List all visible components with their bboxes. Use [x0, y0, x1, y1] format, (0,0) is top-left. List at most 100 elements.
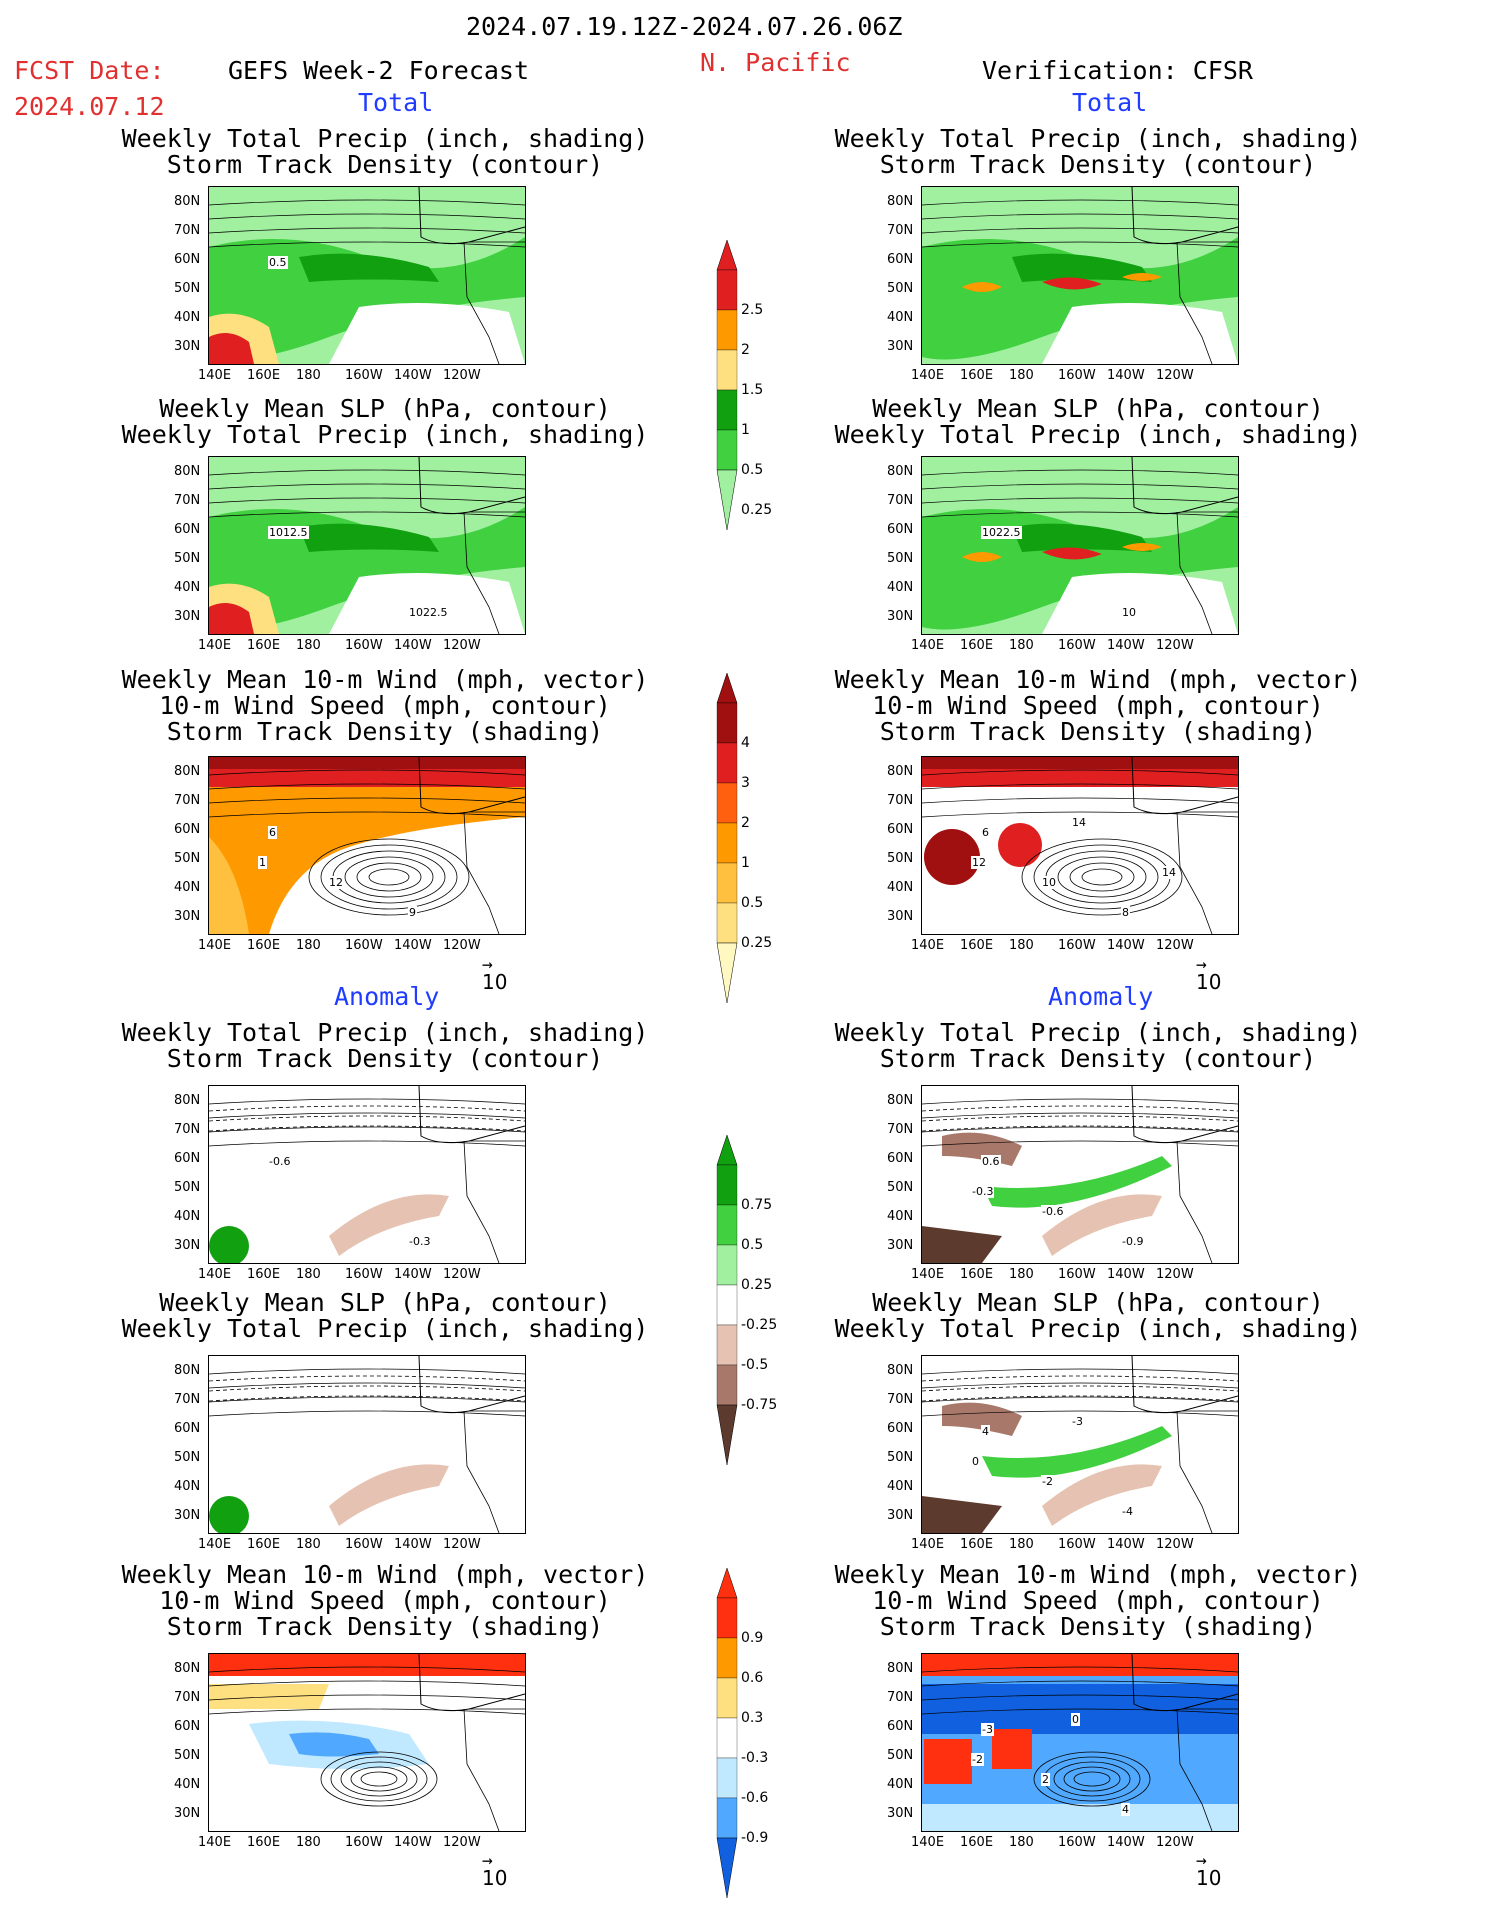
lon-tick-label: 160E: [960, 638, 994, 653]
lon-tick-label: 120W: [1156, 1835, 1194, 1850]
colorbar-tick-label: -0.6: [741, 1790, 769, 1806]
lat-tick-label: 40N: [174, 880, 201, 895]
contour-label: 14: [1161, 866, 1177, 879]
lon-tick-label: 140W: [394, 1267, 432, 1282]
lat-tick-label: 70N: [887, 223, 914, 238]
panel-title-l4: Weekly Total Precip (inch, shading) Storm…: [121, 1018, 649, 1073]
lat-tick-label: 80N: [174, 1363, 201, 1378]
lat-tick-label: 40N: [174, 580, 201, 595]
vector-ref-l-total: → 10: [482, 954, 508, 995]
map-canvas: [209, 1086, 525, 1263]
map-panel-r3: [921, 756, 1239, 935]
lon-tick-label: 180: [296, 1267, 321, 1282]
lon-tick-label: 160W: [1058, 938, 1096, 953]
map-canvas: [922, 187, 1238, 364]
colorbar-tick-label: 2: [741, 815, 750, 831]
panel-title-r2: Weekly Mean SLP (hPa, contour) Weekly Tot…: [834, 394, 1362, 449]
lat-tick-label: 80N: [887, 464, 914, 479]
map-canvas: [922, 1086, 1238, 1263]
vector-ref-r-anom: → 10: [1196, 1850, 1222, 1891]
lat-tick-label: 30N: [887, 1508, 914, 1523]
lon-tick-label: 140W: [1107, 938, 1145, 953]
lon-tick-label: 160E: [960, 938, 994, 953]
lat-tick-label: 70N: [887, 1690, 914, 1705]
lon-tick-label: 160E: [247, 938, 281, 953]
colorbar-tick-label: 0.5: [741, 1237, 764, 1253]
colorbar-tick-label: 0.25: [741, 1277, 773, 1293]
contour-label: 1: [258, 856, 267, 869]
lon-tick-label: 160W: [345, 368, 383, 383]
map-canvas: [209, 1356, 525, 1533]
panel-title-r4: Weekly Total Precip (inch, shading) Storm…: [834, 1018, 1362, 1073]
lat-tick-label: 30N: [887, 909, 914, 924]
lon-tick-label: 120W: [1156, 938, 1194, 953]
colorbar-precip_anom: [715, 1134, 739, 1479]
lat-tick-label: 50N: [887, 1748, 914, 1763]
panel-title-r3: Weekly Mean 10-m Wind (mph, vector) 10-m …: [834, 665, 1362, 746]
lat-tick-label: 30N: [174, 339, 201, 354]
lon-tick-label: 160E: [247, 1267, 281, 1282]
lat-tick-label: 80N: [887, 1661, 914, 1676]
panel-title-l3: Weekly Mean 10-m Wind (mph, vector) 10-m …: [121, 665, 649, 746]
lat-tick-label: 80N: [887, 764, 914, 779]
colorbar-tick-label: 0.5: [741, 462, 764, 478]
contour-label: -2: [1041, 1475, 1054, 1488]
map-panel-l3: [208, 756, 526, 935]
contour-label: -0.9: [1121, 1235, 1145, 1248]
contour-label: 6: [268, 826, 277, 839]
lon-tick-label: 160W: [345, 1835, 383, 1850]
lon-tick-label: 120W: [1156, 1537, 1194, 1552]
lat-tick-label: 70N: [174, 793, 201, 808]
lat-tick-label: 30N: [174, 1238, 201, 1253]
map-panel-r5: [921, 1355, 1239, 1534]
lon-tick-label: 180: [1009, 368, 1034, 383]
colorbar-tick-label: -0.5: [741, 1357, 769, 1373]
map-panel-r6: [921, 1653, 1239, 1832]
lat-tick-label: 50N: [174, 1450, 201, 1465]
lat-tick-label: 70N: [174, 1122, 201, 1137]
map-canvas: [922, 457, 1238, 634]
lat-tick-label: 80N: [174, 1661, 201, 1676]
lat-tick-label: 80N: [887, 1363, 914, 1378]
lat-tick-label: 40N: [887, 1777, 914, 1792]
lat-tick-label: 40N: [174, 310, 201, 325]
lat-tick-label: 30N: [174, 1806, 201, 1821]
contour-label: 10: [1121, 606, 1137, 619]
lon-tick-label: 160W: [345, 1537, 383, 1552]
panel-title-r5: Weekly Mean SLP (hPa, contour) Weekly Tot…: [834, 1288, 1362, 1343]
lon-tick-label: 160W: [345, 1267, 383, 1282]
contour-label: 8: [1121, 906, 1130, 919]
lat-tick-label: 60N: [887, 1421, 914, 1436]
lon-tick-label: 140E: [911, 938, 945, 953]
lat-tick-label: 60N: [174, 1719, 201, 1734]
lon-tick-label: 140E: [198, 638, 232, 653]
colorbar-tick-label: 2.5: [741, 302, 764, 318]
lat-tick-label: 80N: [887, 1093, 914, 1108]
contour-label: -0.6: [268, 1155, 292, 1168]
colorbar-tick-label: -0.3: [741, 1750, 769, 1766]
verification-title: Verification: CFSR: [982, 56, 1253, 85]
lon-tick-label: 140E: [198, 368, 232, 383]
lat-tick-label: 40N: [887, 580, 914, 595]
colorbar-tick-label: 0.9: [741, 1630, 764, 1646]
colorbar-tick-label: 0.3: [741, 1710, 764, 1726]
lon-tick-label: 140E: [911, 1835, 945, 1850]
lon-tick-label: 180: [1009, 1537, 1034, 1552]
contour-label: 1012.5: [268, 526, 309, 539]
lon-tick-label: 140W: [1107, 368, 1145, 383]
lat-tick-label: 50N: [174, 1180, 201, 1195]
colorbar-std_anom: [715, 1567, 739, 1912]
lat-tick-label: 60N: [174, 522, 201, 537]
lon-tick-label: 160W: [1058, 1267, 1096, 1282]
lon-tick-label: 180: [1009, 1835, 1034, 1850]
colorbar-std_total: [715, 672, 739, 1017]
panel-title-r1: Weekly Total Precip (inch, shading) Storm…: [834, 124, 1362, 179]
lon-tick-label: 140W: [1107, 1537, 1145, 1552]
lon-tick-label: 140E: [911, 1537, 945, 1552]
lat-tick-label: 30N: [887, 339, 914, 354]
panel-title-l6: Weekly Mean 10-m Wind (mph, vector) 10-m …: [121, 1560, 649, 1641]
lat-tick-label: 50N: [887, 1450, 914, 1465]
lat-tick-label: 30N: [174, 609, 201, 624]
map-canvas: [922, 757, 1238, 934]
colorbar-tick-label: -0.9: [741, 1830, 769, 1846]
